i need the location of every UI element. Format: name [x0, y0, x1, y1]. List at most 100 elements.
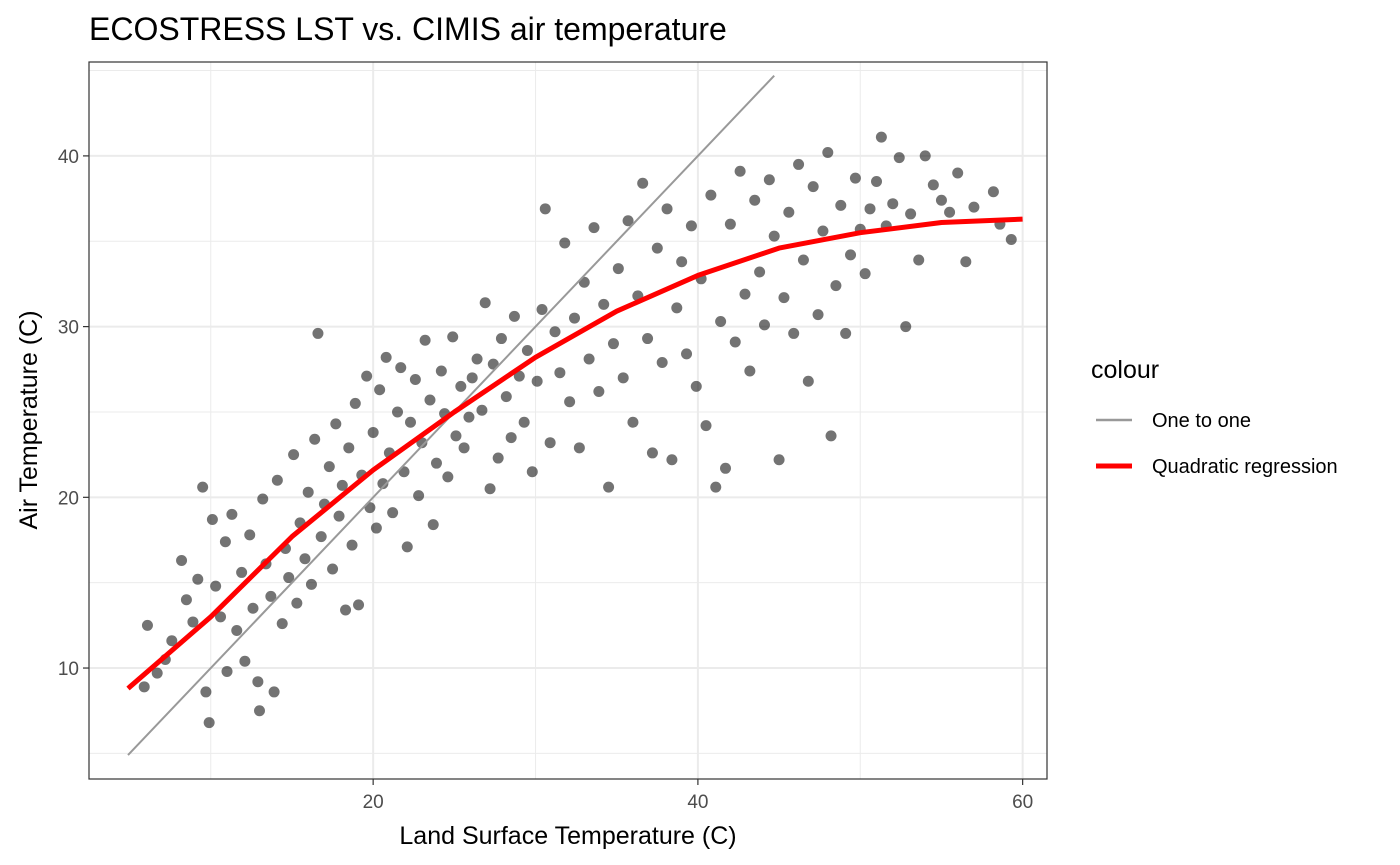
data-point: [141, 619, 153, 631]
data-point: [864, 203, 876, 215]
data-point: [773, 454, 785, 466]
data-point: [226, 508, 238, 520]
data-point: [395, 362, 407, 374]
data-point: [554, 367, 566, 379]
data-point: [549, 326, 561, 338]
data-point: [900, 321, 912, 333]
data-point: [283, 572, 295, 584]
data-point: [463, 411, 475, 423]
panel-border: [88, 61, 1048, 780]
data-point: [447, 331, 459, 343]
data-point: [450, 430, 462, 442]
data-point: [265, 590, 277, 602]
chart-title: ECOSTRESS LST vs. CIMIS air temperature: [89, 11, 727, 47]
data-point: [370, 522, 382, 534]
data-point: [333, 510, 345, 522]
data-point: [271, 474, 283, 486]
data-point: [845, 249, 857, 261]
data-point: [200, 686, 212, 698]
data-point: [715, 315, 727, 327]
data-point: [323, 461, 335, 473]
data-point: [299, 553, 311, 565]
data-point: [539, 203, 551, 215]
data-point: [500, 391, 512, 403]
x-tick-label: 20: [363, 792, 384, 813]
data-point: [661, 203, 673, 215]
data-point: [252, 676, 264, 688]
data-point: [215, 611, 227, 623]
x-tick-label: 60: [1012, 792, 1033, 813]
data-point: [807, 181, 819, 193]
data-point: [387, 507, 399, 519]
data-points: [138, 131, 1017, 729]
data-point: [327, 563, 339, 575]
data-point: [754, 266, 766, 278]
data-point: [210, 580, 222, 592]
data-point: [1005, 234, 1017, 246]
data-point: [598, 298, 610, 310]
data-point: [353, 599, 365, 611]
data-point: [573, 442, 585, 454]
data-point: [430, 457, 442, 469]
data-point: [206, 514, 218, 526]
data-point: [166, 635, 178, 647]
data-point: [671, 302, 683, 314]
data-point: [508, 310, 520, 322]
data-point: [783, 206, 795, 218]
data-point: [518, 416, 530, 428]
data-point: [203, 717, 215, 729]
data-point: [739, 288, 751, 300]
data-point: [681, 348, 693, 360]
data-point: [392, 406, 404, 418]
data-point: [492, 452, 504, 464]
data-point: [758, 319, 770, 331]
data-point: [413, 490, 425, 502]
data-point: [710, 481, 722, 493]
data-point: [380, 351, 392, 363]
data-point: [404, 416, 416, 428]
data-point: [642, 333, 654, 345]
data-point: [627, 416, 639, 428]
data-point: [905, 208, 917, 220]
data-point: [944, 206, 956, 218]
data-point: [409, 374, 421, 386]
data-point: [180, 594, 192, 606]
data-point: [374, 384, 386, 396]
data-point: [302, 486, 314, 498]
y-tick-label: 30: [58, 318, 79, 339]
data-point: [343, 442, 355, 454]
data-point: [435, 365, 447, 377]
data-point: [825, 430, 837, 442]
data-point: [276, 618, 288, 630]
data-point: [268, 686, 280, 698]
data-point: [835, 199, 847, 211]
data-point: [305, 578, 317, 590]
data-point: [247, 602, 259, 614]
data-point: [564, 396, 576, 408]
data-point: [778, 292, 790, 304]
data-point: [288, 449, 300, 461]
data-point: [724, 218, 736, 230]
data-point: [544, 437, 556, 449]
data-point: [568, 312, 580, 324]
data-point: [367, 426, 379, 438]
data-point: [646, 447, 658, 459]
grid: [89, 62, 1047, 779]
data-point: [612, 263, 624, 275]
data-point: [768, 230, 780, 242]
data-point: [607, 338, 619, 350]
data-point: [253, 705, 265, 717]
data-point: [471, 353, 483, 365]
data-point: [424, 394, 436, 406]
data-point: [340, 604, 352, 616]
data-point: [859, 268, 871, 280]
legend-title: colour: [1091, 356, 1159, 384]
data-point: [427, 519, 439, 531]
data-point: [744, 365, 756, 377]
data-point: [637, 177, 649, 189]
data-point: [622, 215, 634, 227]
data-point: [960, 256, 972, 268]
series-lines: [126, 75, 1023, 756]
data-point: [666, 454, 678, 466]
